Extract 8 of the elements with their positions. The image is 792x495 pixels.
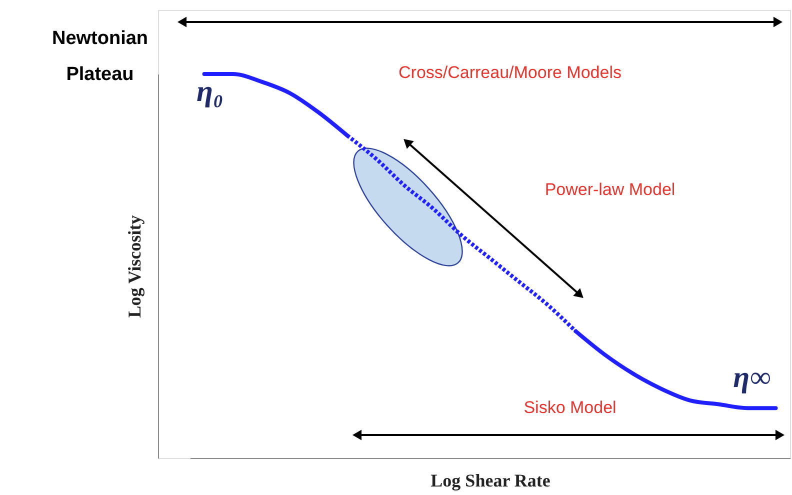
y-axis-title: Log Viscosity — [124, 215, 144, 318]
annotation: η∞ — [733, 361, 771, 394]
annotation: η₀ — [196, 75, 224, 108]
text: Newtonian Plateau — [52, 28, 148, 85]
annotation: Sisko Model — [524, 398, 616, 417]
annotation: Cross/Carreau/Moore Models — [398, 63, 622, 82]
x-axis-title: Log Shear Rate — [430, 470, 550, 490]
annotation: Power-law Model — [544, 180, 676, 199]
